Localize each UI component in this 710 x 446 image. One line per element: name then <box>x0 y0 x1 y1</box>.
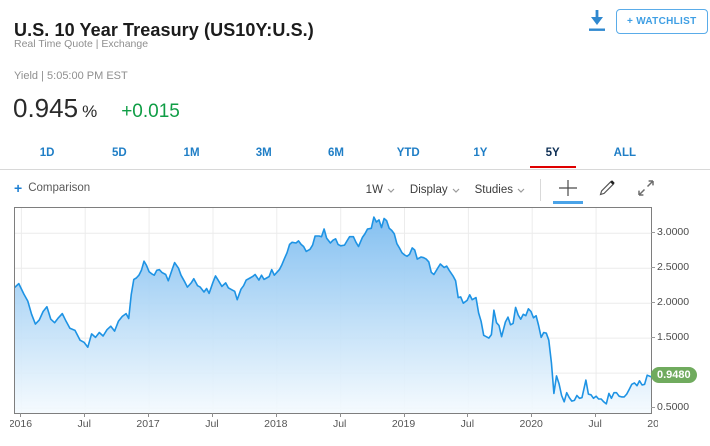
x-axis-label: 2021 <box>647 418 658 430</box>
x-axis-tick <box>211 413 213 417</box>
price-line <box>15 216 651 405</box>
download-button[interactable] <box>585 7 609 33</box>
price-chart[interactable] <box>14 207 652 414</box>
expand-icon <box>637 179 655 202</box>
crosshair-icon <box>558 178 578 203</box>
crosshair-tool-button[interactable] <box>553 178 583 204</box>
range-tab-3m[interactable]: 3M <box>255 147 272 159</box>
add-watchlist-button[interactable]: + WATCHLIST <box>616 9 708 34</box>
range-tabs: 1D 5D 1M 3M 6M YTD 1Y 5Y ALL <box>11 147 661 168</box>
interval-label: 1W <box>365 184 383 196</box>
chevron-down-icon <box>517 184 525 196</box>
y-axis-tick <box>651 407 655 409</box>
y-axis-label: 2.0000 <box>657 296 690 309</box>
chevron-down-icon <box>452 184 460 196</box>
price-chart-svg <box>15 208 651 413</box>
comparison-label: Comparison <box>28 182 91 194</box>
range-tab-ytd[interactable]: YTD <box>396 147 420 159</box>
y-axis-tick <box>651 232 655 234</box>
x-axis-label: Jul <box>205 418 219 430</box>
yield-value: 0.945 <box>13 93 79 123</box>
x-axis-label: Jul <box>460 418 475 430</box>
display-dropdown[interactable]: Display <box>410 184 460 196</box>
range-tab-1d[interactable]: 1D <box>39 147 55 159</box>
x-axis-label: Jul <box>588 418 602 430</box>
plus-icon: + <box>14 180 23 196</box>
fullscreen-tool-button[interactable] <box>634 178 658 202</box>
y-axis-label: 0.5000 <box>657 401 690 414</box>
comparison-button[interactable]: + Comparison <box>14 181 90 195</box>
x-axis-label: Jul <box>77 418 91 430</box>
y-axis-tick <box>651 267 655 269</box>
chevron-down-icon <box>387 184 395 196</box>
y-axis-label: 2.5000 <box>657 261 690 274</box>
y-axis-label: 3.0000 <box>657 226 690 239</box>
x-axis-tick <box>275 413 277 417</box>
x-axis-tick <box>467 413 469 417</box>
x-axis-label: 2016 <box>10 418 33 430</box>
draw-tool-button[interactable] <box>595 178 619 202</box>
y-axis-tick <box>651 302 655 304</box>
x-axis-label: Jul <box>332 418 347 430</box>
x-axis-tick <box>339 413 341 417</box>
download-icon <box>585 10 609 36</box>
x-axis-tick <box>595 413 597 417</box>
x-axis-label: 2018 <box>264 418 288 430</box>
range-tab-all[interactable]: ALL <box>613 147 637 159</box>
interval-dropdown[interactable]: 1W <box>366 184 395 196</box>
x-axis-tick <box>20 413 22 417</box>
range-tab-5y[interactable]: 5Y <box>517 147 589 168</box>
yield-change: +0.015 <box>121 101 180 122</box>
page-title: U.S. 10 Year Treasury (US10Y:U.S.) <box>14 20 314 41</box>
last-price-badge: 0.9480 <box>651 366 697 383</box>
tabs-divider <box>0 169 710 170</box>
y-axis-tick <box>651 337 655 339</box>
x-axis-tick <box>531 413 533 417</box>
toolbar-divider <box>540 179 541 201</box>
yield-unit: % <box>82 102 98 121</box>
pencil-icon <box>597 178 617 203</box>
studies-label: Studies <box>474 184 513 196</box>
display-label: Display <box>409 184 448 196</box>
x-axis-label: 2019 <box>391 418 416 430</box>
quote-price-row: 0.945 % +0.015 <box>13 93 180 124</box>
x-axis-tick <box>148 413 150 417</box>
range-tab-1m[interactable]: 1M <box>183 147 200 159</box>
x-axis-label: 2017 <box>136 418 160 430</box>
x-axis-tick <box>84 413 86 417</box>
x-axis-tick <box>403 413 405 417</box>
yield-timestamp: Yield | 5:05:00 PM EST <box>14 70 128 82</box>
x-axis-label: 2020 <box>519 418 543 430</box>
range-tab-5d[interactable]: 5D <box>111 147 127 159</box>
y-axis-label: 1.5000 <box>657 331 690 344</box>
chart-toolbar: 1W Display Studies <box>366 177 658 204</box>
range-tab-1y[interactable]: 1Y <box>473 147 488 159</box>
range-tab-6m[interactable]: 6M <box>327 147 344 159</box>
x-axis: 2016 Jul 2017 Jul 2018 Jul 2019 Jul 2020 Jul 2021 <box>10 418 658 432</box>
studies-dropdown[interactable]: Studies <box>475 184 525 196</box>
quote-subtitle: Real Time Quote | Exchange <box>14 38 149 50</box>
